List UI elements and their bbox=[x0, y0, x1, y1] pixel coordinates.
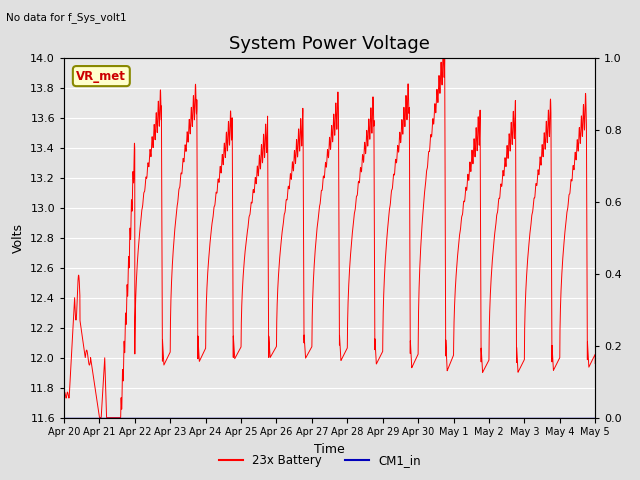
Title: System Power Voltage: System Power Voltage bbox=[229, 35, 430, 53]
Legend: 23x Battery, CM1_in: 23x Battery, CM1_in bbox=[214, 449, 426, 472]
Text: No data for f_Sys_volt1: No data for f_Sys_volt1 bbox=[6, 12, 127, 23]
Y-axis label: Volts: Volts bbox=[12, 223, 24, 252]
Text: VR_met: VR_met bbox=[76, 70, 126, 83]
X-axis label: Time: Time bbox=[314, 443, 345, 456]
